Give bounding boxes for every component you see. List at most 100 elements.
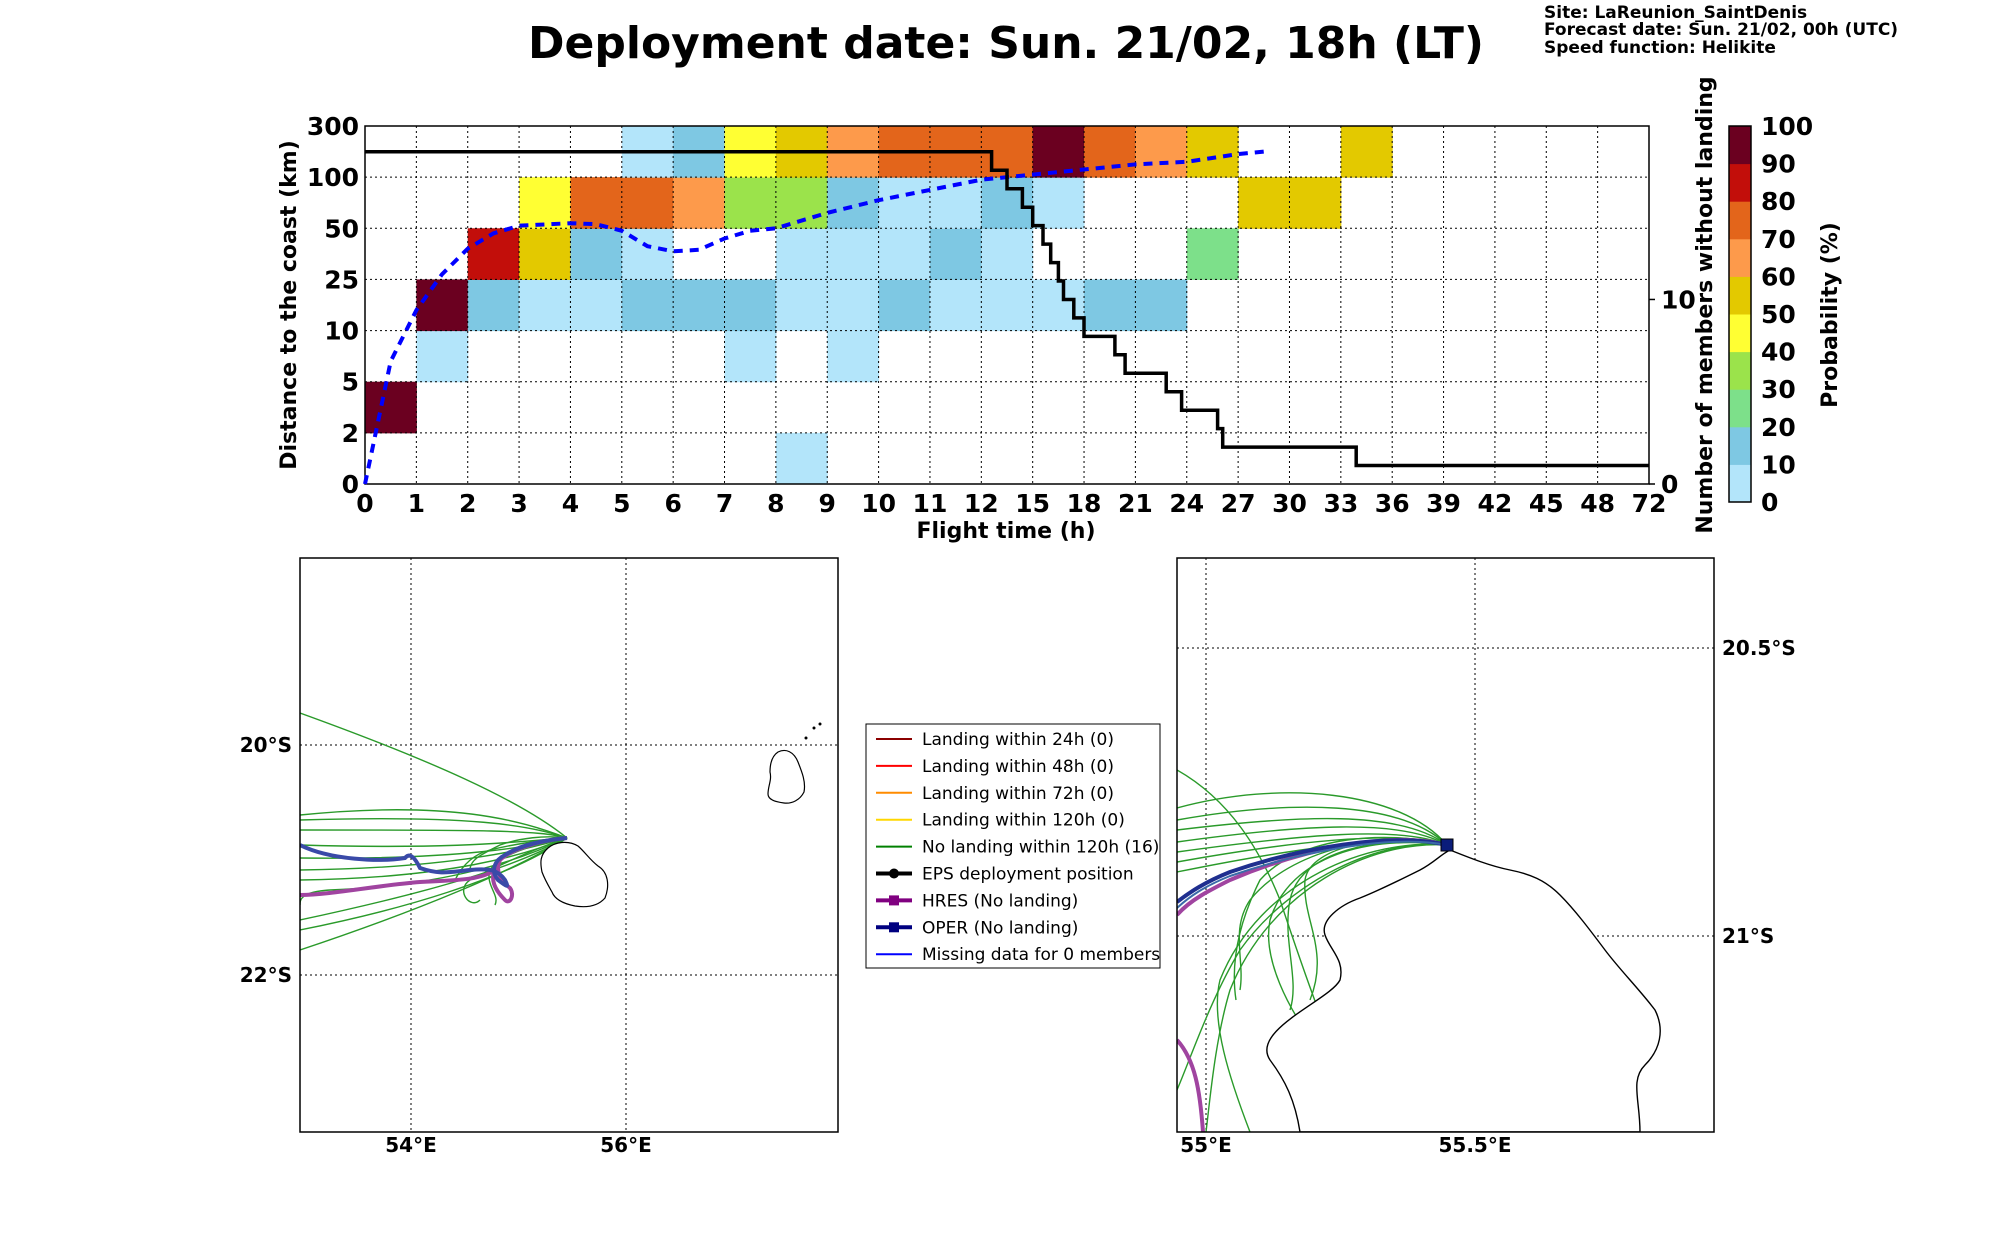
- x-tick-label: 9: [819, 489, 836, 518]
- x-tick-label: 24: [1169, 489, 1204, 518]
- colorbar-swatch: [1729, 238, 1751, 277]
- colorbar-swatch: [1729, 276, 1751, 315]
- colorbar-swatch: [1729, 426, 1751, 465]
- y-tick-label: 2: [342, 419, 359, 448]
- colorbar-tick-label: 90: [1761, 150, 1796, 179]
- x-tick-label: 3: [510, 489, 527, 518]
- map-right-grid: [1177, 558, 1714, 1132]
- heatmap-grid: [365, 126, 1649, 484]
- heatmap-cell: [1186, 126, 1239, 178]
- colorbar-tick-label: 100: [1761, 112, 1813, 141]
- x-tick-label: 42: [1478, 489, 1513, 518]
- heatmap-cell: [1135, 126, 1188, 178]
- legend: Landing within 24h (0) Landing within 48h…: [865, 723, 1161, 969]
- legend-item: Missing data for 0 members: [876, 945, 1160, 965]
- heatmap-cell: [724, 177, 777, 229]
- x-tick-label: 45: [1529, 489, 1564, 518]
- deployment-marker: [1440, 838, 1454, 852]
- map-right: 55°E 55.5°E 20.5°S 21°S: [1176, 557, 1796, 1157]
- x-tick-label: 48: [1580, 489, 1615, 518]
- oper-track: [300, 836, 568, 888]
- heatmap-cell: [724, 330, 777, 383]
- x-tick-label: 15: [1015, 489, 1050, 518]
- heatmap-cell: [467, 228, 520, 280]
- legend-item: Landing within 120h (0): [876, 811, 1125, 831]
- x-tick-label: 27: [1221, 489, 1256, 518]
- heatmap-cell: [519, 177, 571, 229]
- legend-label: HRES (No landing): [922, 891, 1078, 911]
- y-axis-label: Distance to the coast (km): [277, 140, 302, 470]
- colorbar-label: Probability (%): [1818, 222, 1843, 408]
- heatmap-cell: [1032, 126, 1085, 178]
- heatmap-cell: [878, 228, 931, 280]
- colorbar-frame: [1728, 125, 1752, 503]
- x-tick-label: 30: [1272, 489, 1307, 518]
- map-left: 54°E 56°E 20°S 22°S: [240, 557, 839, 1157]
- x-tick-label: 33: [1323, 489, 1358, 518]
- site-label: Site: LaReunion_SaintDenis: [1544, 3, 1807, 23]
- heatmap-cell: [1289, 177, 1342, 229]
- lon-tick: 54°E: [385, 1133, 437, 1157]
- x-tick-label: 36: [1375, 489, 1410, 518]
- heatmap-cell: [929, 279, 982, 332]
- lon-tick: 55°E: [1180, 1133, 1232, 1157]
- x-tick-labels: 0 1 2 3 4 5 6 7 8 9 10 11 12 15 18 21 24 27 30 33 36 39 42 45 48…: [356, 489, 1666, 518]
- colorbar-swatch: [1729, 464, 1751, 503]
- heatmap-cell: [570, 177, 623, 229]
- legend-item: HRES (No landing): [876, 891, 1078, 911]
- lat-tick: 21°S: [1722, 924, 1774, 948]
- heatmap-cell: [621, 177, 674, 229]
- map-left-tracks: [300, 712, 822, 951]
- heatmap-cells: [365, 126, 1393, 485]
- map-right-frame: [1176, 557, 1715, 1133]
- forecast-label: Forecast date: Sun. 21/02, 00h (UTC): [1544, 20, 1898, 40]
- x-tick-label: 72: [1632, 489, 1667, 518]
- x-tick-label: 8: [767, 489, 784, 518]
- heatmap-cell: [467, 279, 520, 332]
- colorbar-swatch: [1729, 201, 1751, 240]
- colorbar-swatch: [1729, 163, 1751, 202]
- lat-tick: 20.5°S: [1722, 636, 1796, 660]
- heatmap-chart: 0 1 2 3 4 5 6 7 8 9 10 11 12 15 18 21 24 27 30 33 36 39 42 45 48…: [277, 76, 1718, 544]
- heatmap-cell: [775, 279, 828, 332]
- heatmap-cell: [416, 330, 469, 383]
- legend-label: Landing within 24h (0): [922, 730, 1114, 750]
- y2-tick-label: 10: [1661, 285, 1696, 314]
- heatmap-cell: [673, 177, 726, 229]
- y-tick-label: 100: [307, 163, 359, 192]
- heatmap-cell: [981, 279, 1034, 332]
- oper-track: [1177, 838, 1448, 904]
- map-left-grid: [300, 558, 838, 1132]
- mauritius-island: [767, 749, 806, 804]
- heatmap-cell: [981, 228, 1034, 280]
- reunion-coast: [1266, 849, 1661, 1132]
- colorbar-tick-label: 80: [1761, 187, 1796, 216]
- legend-marker: [889, 895, 899, 906]
- y-tick-label: 0: [342, 470, 359, 499]
- colorbar-swatch: [1729, 389, 1751, 428]
- heatmap-cell: [1238, 177, 1290, 229]
- colorbar-tick-label: 60: [1761, 262, 1796, 291]
- legend-marker: [889, 868, 899, 879]
- y-tick-label: 25: [324, 265, 359, 294]
- legend-label: Missing data for 0 members: [922, 945, 1160, 965]
- legend-items: Landing within 24h (0) Landing within 48h…: [876, 730, 1160, 965]
- colorbar: 0 10 20 30 40 50 60 70 80 90 100 Probability (%): [1728, 112, 1843, 517]
- heatmap-cell: [519, 279, 571, 332]
- x-tick-label: 12: [964, 489, 999, 518]
- members-step-line: [365, 150, 1649, 468]
- heatmap-cell: [1032, 177, 1085, 229]
- legend-label: OPER (No landing): [922, 918, 1078, 938]
- legend-label: EPS deployment position: [922, 865, 1134, 885]
- legend-marker: [889, 922, 899, 933]
- heatmap-cell: [827, 330, 880, 383]
- lon-tick: 55.5°E: [1438, 1133, 1511, 1157]
- legend-box: [865, 723, 1161, 969]
- heatmap-cell: [1135, 279, 1188, 332]
- heatmap-frame: [364, 125, 1650, 485]
- legend-item: OPER (No landing): [876, 918, 1078, 938]
- heatmap-cell: [570, 279, 623, 332]
- y2-axis-label: Number of members without landing: [1693, 76, 1718, 533]
- speed-label: Speed function: Helikite: [1544, 38, 1776, 58]
